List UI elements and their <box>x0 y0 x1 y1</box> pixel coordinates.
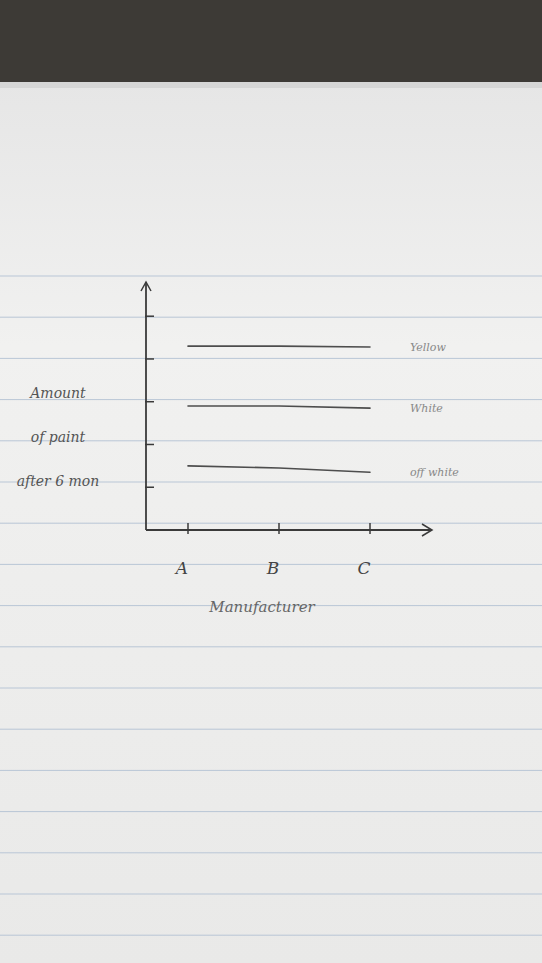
ruled-line <box>0 317 542 318</box>
paper <box>0 82 542 963</box>
desk <box>0 0 542 963</box>
canvas: A B C Manufacturer Amount of paint after 6 mon… <box>0 0 542 963</box>
y-tick <box>145 315 154 317</box>
y-axis-label-line: Amount <box>28 385 86 401</box>
ruled-line <box>0 688 542 689</box>
series-line <box>188 466 370 472</box>
series-line <box>188 345 370 347</box>
x-tick-label: A <box>174 558 188 578</box>
series-label: Yellow <box>410 341 446 354</box>
ruled-line <box>0 894 542 895</box>
series-label: White <box>410 402 443 415</box>
ruled-line <box>0 358 542 359</box>
series-label: off white <box>410 466 459 479</box>
ruled-line <box>0 523 542 524</box>
x-tick <box>278 523 280 534</box>
series-labels: Yellow White off white <box>410 341 459 479</box>
ruled-line <box>0 276 542 277</box>
y-axis-label-line: of paint <box>31 429 86 445</box>
x-tick <box>369 523 371 534</box>
x-tick-label: C <box>357 558 370 578</box>
y-tick <box>145 444 154 446</box>
page: A B C Manufacturer Amount of paint after 6 mon… <box>0 0 542 963</box>
x-axis-label: Manufacturer <box>208 598 315 616</box>
ruled-line <box>0 646 542 647</box>
y-axis-label-line: after 6 mon <box>17 473 100 489</box>
ruled-line <box>0 729 542 730</box>
paper-edge <box>0 82 542 88</box>
ruled-line <box>0 811 542 812</box>
y-tick <box>145 401 154 403</box>
x-tick-label: B <box>266 558 280 578</box>
y-tick <box>145 486 154 488</box>
y-axis-label: Amount of paint after 6 mon <box>17 385 100 489</box>
ruled-line <box>0 770 542 771</box>
ruled-line <box>0 852 542 853</box>
series-group <box>188 346 370 472</box>
y-axis <box>145 282 147 530</box>
ruled-line <box>0 935 542 936</box>
series-line <box>188 406 370 408</box>
x-axis <box>146 529 432 531</box>
x-axis-arrow <box>422 524 432 536</box>
y-tick <box>145 358 154 360</box>
y-axis-arrow <box>141 282 151 291</box>
x-tick <box>187 523 189 534</box>
